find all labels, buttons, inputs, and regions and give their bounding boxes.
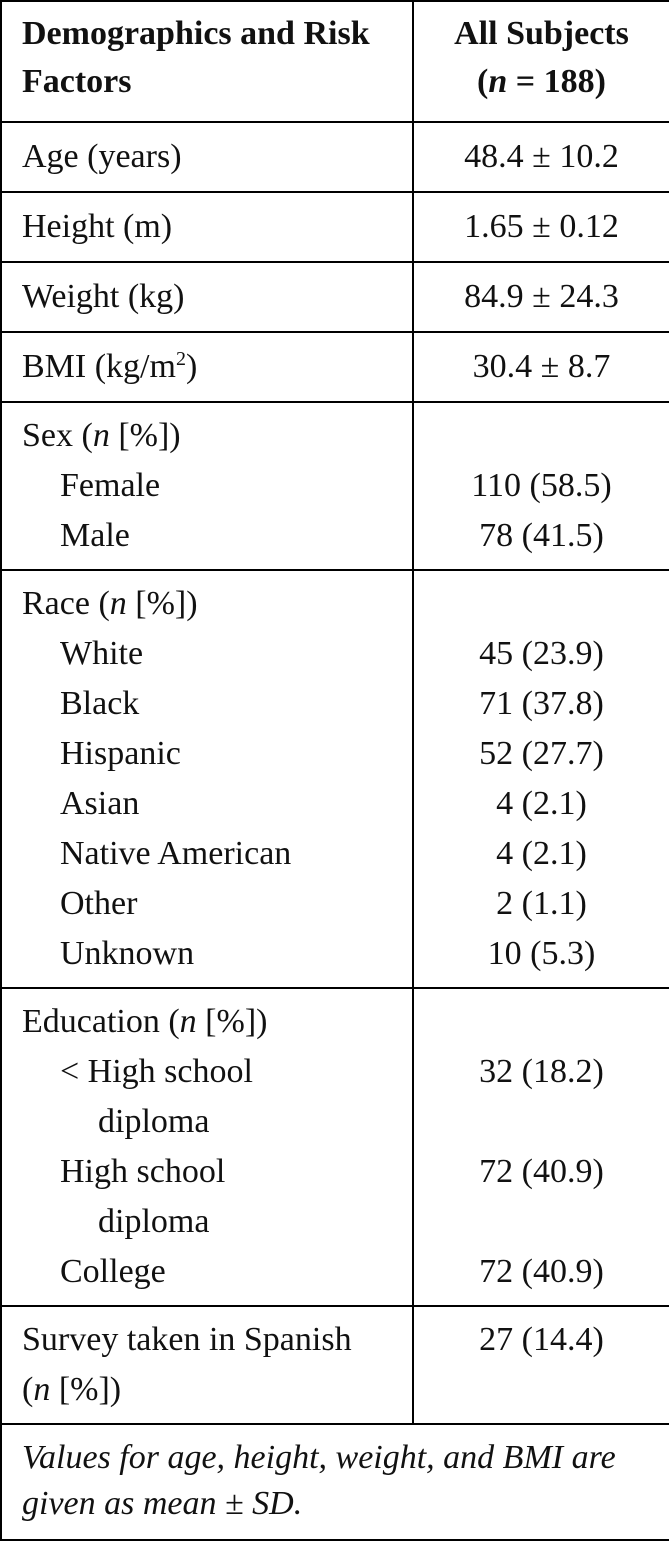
group-row: Education (n [%]) < High school diploma … <box>0 987 669 1307</box>
label-text: [%]) <box>126 585 198 622</box>
row: Weight (kg) 84.9 ± 24.3 <box>0 261 669 333</box>
item-label: Other <box>60 885 138 922</box>
item-label: High school diploma <box>60 1153 226 1240</box>
label-text: [%]) <box>109 417 181 454</box>
label-text: Race ( <box>22 585 110 622</box>
group-row: Race (n [%]) White Black Hispanic Asian … <box>0 569 669 989</box>
group-label: Race (n [%]) <box>22 579 412 629</box>
item-value: 52 (27.7) <box>479 735 604 772</box>
label-cell: Age (years) <box>0 121 414 193</box>
item-label: Unknown <box>60 935 195 972</box>
label-text: n <box>33 1371 51 1408</box>
label-text: [%]) <box>50 1371 122 1408</box>
row: Age (years) 48.4 ± 10.2 <box>0 121 669 193</box>
item-value: 110 (58.5) <box>471 467 612 504</box>
item-label: Black <box>60 685 140 722</box>
item-label: Asian <box>60 785 140 822</box>
footnote: Values for age, height, weight, and BMI … <box>0 1423 669 1541</box>
label-cell: Race (n [%]) White Black Hispanic Asian … <box>0 569 414 989</box>
item-label: College <box>60 1253 166 1290</box>
header-cell: All Subjects (n = 188) <box>412 0 669 123</box>
item-value: 72 (40.9) <box>479 1153 604 1190</box>
value-cell: 84.9 ± 24.3 <box>412 261 669 333</box>
value-cell: 45 (23.9) 71 (37.8) 52 (27.7) 4 (2.1) 4 … <box>412 569 669 989</box>
label-text: Education ( <box>22 1003 180 1040</box>
item-label: Native American <box>60 835 292 872</box>
item-label: White <box>60 635 144 672</box>
label-cell: Height (m) <box>0 191 414 263</box>
header-row: Demographics and Risk Factors All Subjec… <box>0 0 669 123</box>
label-text: Sex ( <box>22 417 93 454</box>
label-text: n <box>92 417 110 454</box>
item-value: 4 (2.1) <box>496 835 587 872</box>
item-value: 4 (2.1) <box>496 785 587 822</box>
item-value: 2 (1.1) <box>496 885 587 922</box>
header-text: Demographics and Risk Factors <box>22 15 370 100</box>
item-label: Female <box>60 467 161 504</box>
value-cell: 27 (14.4) <box>412 1305 669 1425</box>
item-label: Male <box>60 517 130 554</box>
value-cell: 110 (58.5) 78 (41.5) <box>412 401 669 571</box>
header-cell: Demographics and Risk Factors <box>0 0 414 123</box>
label-text: Survey taken in Spanish ( <box>22 1321 352 1408</box>
item-value: 45 (23.9) <box>479 635 604 672</box>
header-text: = 188) <box>507 63 606 100</box>
footnote-row: Values for age, height, weight, and BMI … <box>0 1423 669 1541</box>
group-label: Education (n [%]) <box>22 997 412 1047</box>
item-value: 72 (40.9) <box>479 1253 604 1290</box>
item-value: 32 (18.2) <box>479 1053 604 1090</box>
label-text: BMI (kg/m <box>22 348 176 385</box>
label-text: ) <box>185 348 198 385</box>
row: BMI (kg/m2) 30.4 ± 8.7 <box>0 331 669 403</box>
value-cell: 32 (18.2) 72 (40.9) 72 (40.9) <box>412 987 669 1307</box>
label-cell: Education (n [%]) < High school diploma … <box>0 987 414 1307</box>
label-cell: Survey taken in Spanish (n [%]) <box>0 1305 414 1425</box>
item-label: Hispanic <box>60 735 181 772</box>
label-text: 2 <box>175 348 186 370</box>
value-cell: 1.65 ± 0.12 <box>412 191 669 263</box>
row: Height (m) 1.65 ± 0.12 <box>0 191 669 263</box>
header-text: n <box>488 63 508 100</box>
value-cell: 30.4 ± 8.7 <box>412 331 669 403</box>
label-cell: Weight (kg) <box>0 261 414 333</box>
value-cell: 48.4 ± 10.2 <box>412 121 669 193</box>
group-row: Sex (n [%]) Female Male 110 (58.5) 78 (4… <box>0 401 669 571</box>
header-text: ( <box>477 63 489 100</box>
item-value: 10 (5.3) <box>487 935 596 972</box>
header-text: All Subjects <box>454 15 629 52</box>
survey-row: Survey taken in Spanish (n [%]) 27 (14.4… <box>0 1305 669 1425</box>
item-label: < High school diploma <box>60 1053 253 1140</box>
label-text: [%]) <box>196 1003 268 1040</box>
label-cell: BMI (kg/m2) <box>0 331 414 403</box>
label-text: n <box>179 1003 197 1040</box>
group-label: Sex (n [%]) <box>22 411 412 461</box>
item-value: 71 (37.8) <box>479 685 604 722</box>
label-text: n <box>109 585 127 622</box>
item-value: 78 (41.5) <box>479 517 604 554</box>
label-cell: Sex (n [%]) Female Male <box>0 401 414 571</box>
